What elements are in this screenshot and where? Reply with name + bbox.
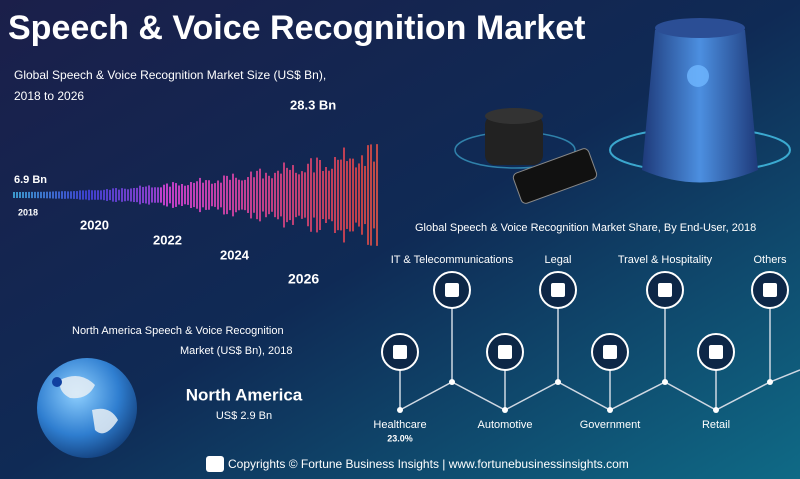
footer-text: Copyrights © Fortune Business Insights |… [228,457,629,471]
share-value: 23.0% [387,433,413,443]
footer: Copyrights © Fortune Business Insights |… [206,456,629,472]
icon [445,283,459,297]
icon [551,283,565,297]
share-title: Global Speech & Voice Recognition Market… [415,222,756,234]
end-user-label: Automotive [477,419,532,431]
region-title: North America Speech & Voice Recognition [72,325,284,337]
subtitle: 2018 to 2026 [14,89,84,103]
icon [658,283,672,297]
node-dot [502,407,508,413]
region-title: Market (US$ Bn), 2018 [180,345,293,357]
node-dot [767,379,773,385]
icon [498,345,512,359]
end-user-label: IT & Telecommunications [391,254,514,266]
node-dot [555,379,561,385]
year-label: 2024 [220,247,250,262]
end-user-label: Others [753,254,787,266]
value-label: 28.3 Bn [290,97,336,112]
end-user-label: Government [580,419,641,431]
node-dot [713,407,719,413]
year-label: 2022 [153,232,182,247]
node-dot [662,379,668,385]
end-user-label: Travel & Hospitality [618,254,713,266]
icon [393,345,407,359]
end-user-label: Legal [545,254,572,266]
node-dot [397,407,403,413]
year-label: 2018 [18,207,38,217]
value-label: 6.9 Bn [14,174,47,186]
icon [709,345,723,359]
subtitle: Global Speech & Voice Recognition Market… [14,68,326,82]
node-dot [607,407,613,413]
end-user-label: Retail [702,419,730,431]
title: Speech & Voice Recognition Market [8,9,586,47]
icon [763,283,777,297]
region-name: North America [186,385,303,404]
year-label: 2026 [288,271,319,287]
node-dot [449,379,455,385]
end-user-nodes: IT & Telecommunications Legal Travel & Hos… [373,254,789,443]
icon [603,345,617,359]
year-label: 2020 [80,217,109,232]
speaker-illustration [454,18,791,204]
globe [37,358,137,458]
waveform [13,144,378,246]
region-value: US$ 2.9 Bn [216,410,272,422]
end-user-label: Healthcare [373,419,426,431]
